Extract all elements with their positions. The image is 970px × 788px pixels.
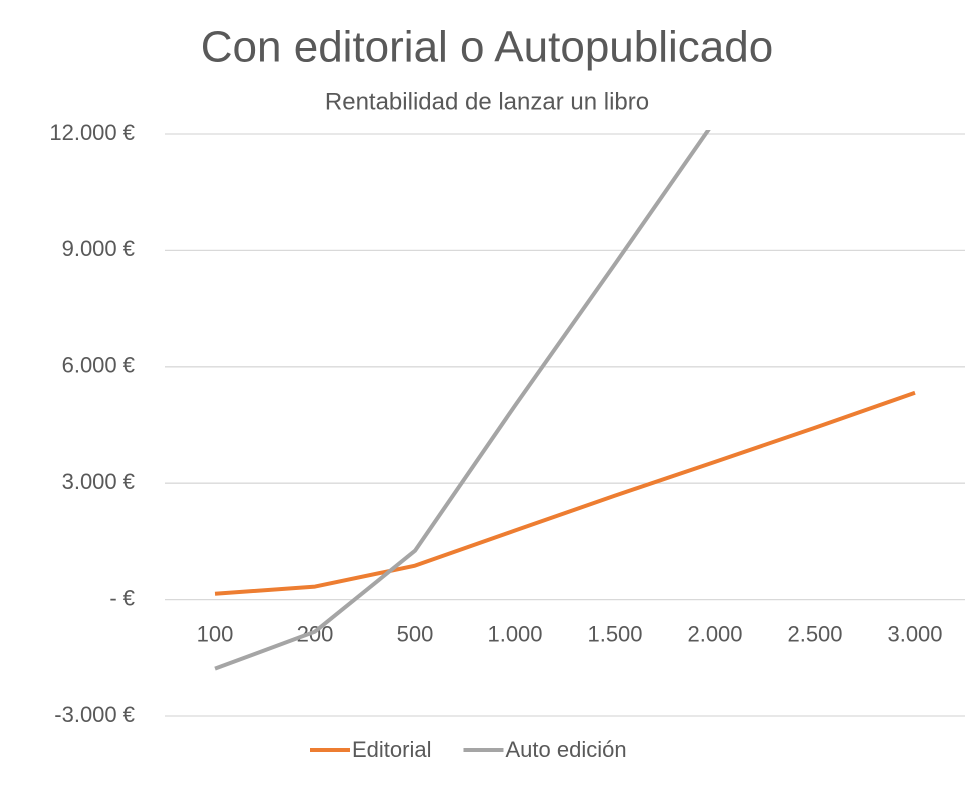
- line-series: [214, 130, 711, 671]
- y-tick-label: 12.000 €: [49, 120, 135, 145]
- plot-area: [214, 130, 916, 671]
- legend-label: Editorial: [352, 737, 431, 762]
- x-tick-label: 1.500: [587, 621, 642, 646]
- y-tick-label: -3.000 €: [54, 702, 135, 727]
- y-tick-label: 3.000 €: [62, 469, 135, 494]
- line-series: [214, 390, 916, 596]
- chart-title: Con editorial o Autopublicado: [201, 23, 773, 72]
- y-tick-label: - €: [109, 585, 135, 610]
- x-tick-label: 2.500: [787, 621, 842, 646]
- x-tick-label: 3.000: [887, 621, 942, 646]
- x-tick-label: 200: [297, 621, 334, 646]
- x-tick-label: 100: [197, 621, 234, 646]
- y-tick-label: 6.000 €: [62, 353, 135, 378]
- x-tick-label: 500: [397, 621, 434, 646]
- legend-label: Auto edición: [505, 737, 626, 762]
- chart-subtitle: Rentabilidad de lanzar un libro: [325, 88, 649, 115]
- x-tick-label: 2.000: [687, 621, 742, 646]
- y-tick-label: 9.000 €: [62, 236, 135, 261]
- x-tick-label: 1.000: [487, 621, 542, 646]
